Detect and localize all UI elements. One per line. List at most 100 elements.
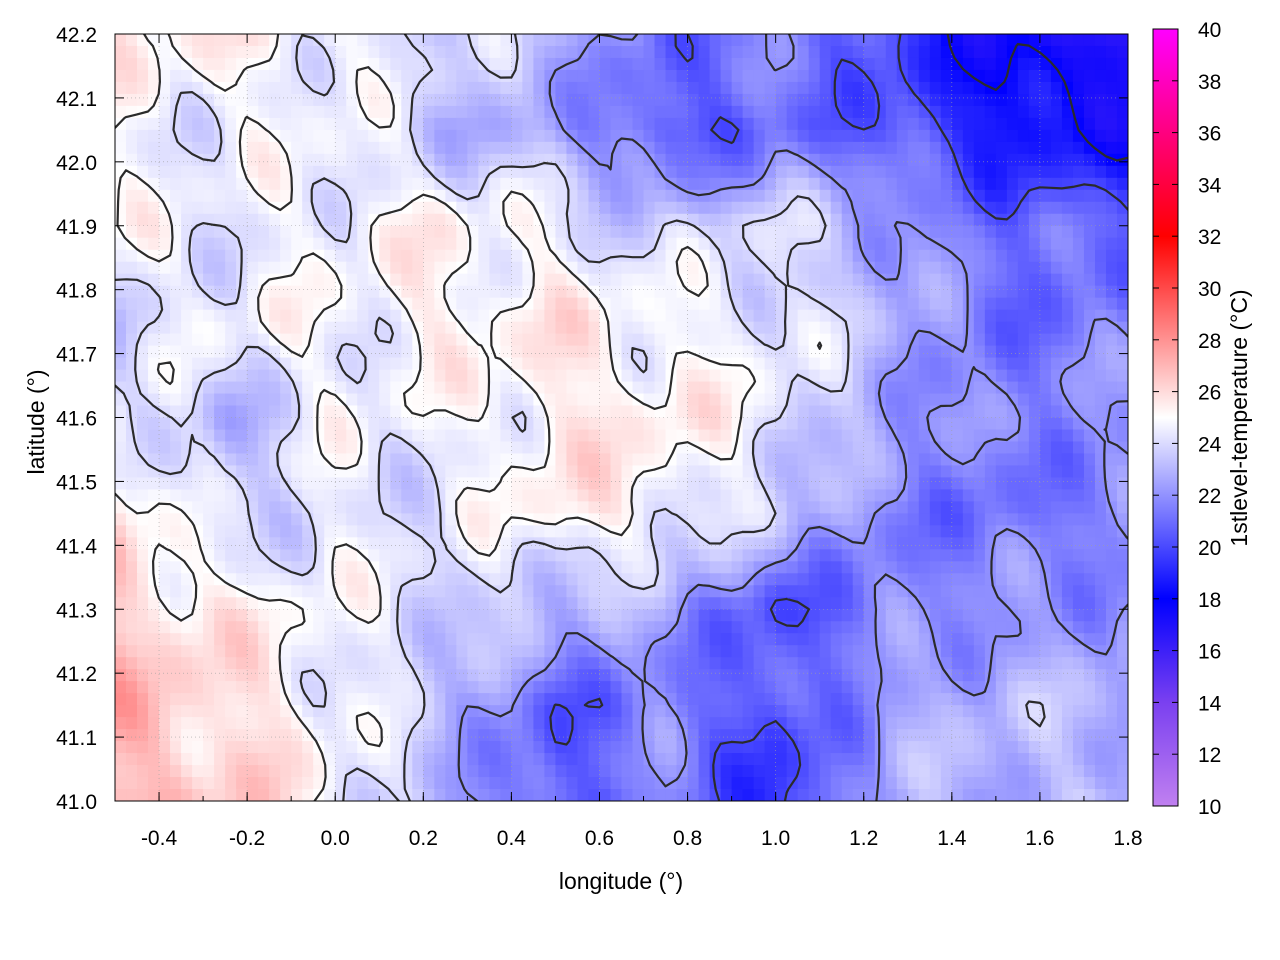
field-cell <box>456 357 469 371</box>
field-cell <box>467 645 480 658</box>
field-cell <box>709 573 722 586</box>
field-cell <box>379 93 391 107</box>
field-cell <box>973 573 986 586</box>
field-cell <box>621 165 634 179</box>
field-cell <box>379 513 391 527</box>
field-cell <box>247 645 259 658</box>
field-cell <box>973 189 986 203</box>
field-cell <box>654 333 667 347</box>
field-cell <box>1006 129 1019 143</box>
field-cell <box>170 285 182 299</box>
field-cell <box>742 357 755 371</box>
field-cell <box>984 297 997 311</box>
field-cell <box>379 417 391 431</box>
field-cell <box>159 333 171 347</box>
field-cell <box>1105 525 1118 539</box>
field-cell <box>170 93 182 107</box>
field-cell <box>324 561 336 574</box>
field-cell <box>148 34 160 47</box>
field-cell <box>1050 609 1063 622</box>
field-cell <box>533 249 546 263</box>
field-cell <box>918 225 931 239</box>
field-cell <box>819 237 832 251</box>
field-cell <box>225 357 237 371</box>
field-cell <box>368 129 380 143</box>
field-cell <box>566 573 579 586</box>
field-cell <box>654 657 667 670</box>
field-cell <box>1017 297 1030 311</box>
field-cell <box>346 345 358 359</box>
field-cell <box>1072 645 1085 658</box>
field-cell <box>236 681 248 694</box>
field-cell <box>962 537 975 551</box>
field-cell <box>489 633 502 646</box>
field-cell <box>346 501 358 515</box>
field-cell <box>1083 621 1096 634</box>
field-cell <box>357 309 369 323</box>
field-cell <box>885 129 898 143</box>
field-cell <box>907 189 920 203</box>
field-cell <box>577 297 590 311</box>
field-cell <box>401 489 413 503</box>
field-cell <box>236 609 248 622</box>
field-cell <box>115 501 127 515</box>
field-cell <box>841 609 854 622</box>
field-cell <box>269 369 281 383</box>
field-cell <box>797 297 810 311</box>
field-cell <box>665 153 678 167</box>
field-cell <box>1116 129 1128 143</box>
field-cell <box>148 129 160 143</box>
field-cell <box>214 105 226 119</box>
field-cell <box>511 645 524 658</box>
field-cell <box>676 309 689 323</box>
field-cell <box>335 34 347 47</box>
field-cell <box>907 537 920 551</box>
field-cell <box>896 657 909 670</box>
field-cell <box>522 453 535 467</box>
field-cell <box>203 609 215 622</box>
field-cell <box>742 261 755 275</box>
field-cell <box>335 633 347 646</box>
field-cell <box>951 189 964 203</box>
field-cell <box>720 501 733 515</box>
field-cell <box>929 165 942 179</box>
field-cell <box>511 189 524 203</box>
field-cell <box>555 537 568 551</box>
field-cell <box>368 177 380 191</box>
field-cell <box>115 81 127 95</box>
field-cell <box>962 633 975 646</box>
field-cell <box>1050 57 1063 71</box>
field-cell <box>225 681 237 694</box>
field-cell <box>808 129 821 143</box>
field-cell <box>511 573 524 586</box>
field-cell <box>1028 405 1041 419</box>
field-cell <box>566 333 579 347</box>
field-cell <box>445 501 458 515</box>
field-cell <box>852 117 865 131</box>
field-cell <box>698 177 711 191</box>
field-cell <box>379 153 391 167</box>
field-cell <box>588 357 601 371</box>
field-cell <box>731 537 744 551</box>
field-cell <box>368 429 380 443</box>
field-cell <box>852 141 865 155</box>
field-cell <box>357 141 369 155</box>
field-cell <box>280 177 292 191</box>
field-cell <box>401 153 413 167</box>
field-cell <box>423 69 436 83</box>
field-cell <box>797 369 810 383</box>
field-cell <box>1006 93 1019 107</box>
field-cell <box>885 561 898 574</box>
field-cell <box>588 597 601 610</box>
field-cell <box>1006 465 1019 479</box>
field-cell <box>159 117 171 131</box>
field-cell <box>313 81 325 95</box>
field-cell <box>984 213 997 227</box>
field-cell <box>412 489 424 503</box>
field-cell <box>1006 213 1019 227</box>
field-cell <box>841 177 854 191</box>
field-cell <box>324 549 336 563</box>
field-cell <box>896 213 909 227</box>
field-cell <box>258 477 270 491</box>
field-cell <box>346 669 358 682</box>
